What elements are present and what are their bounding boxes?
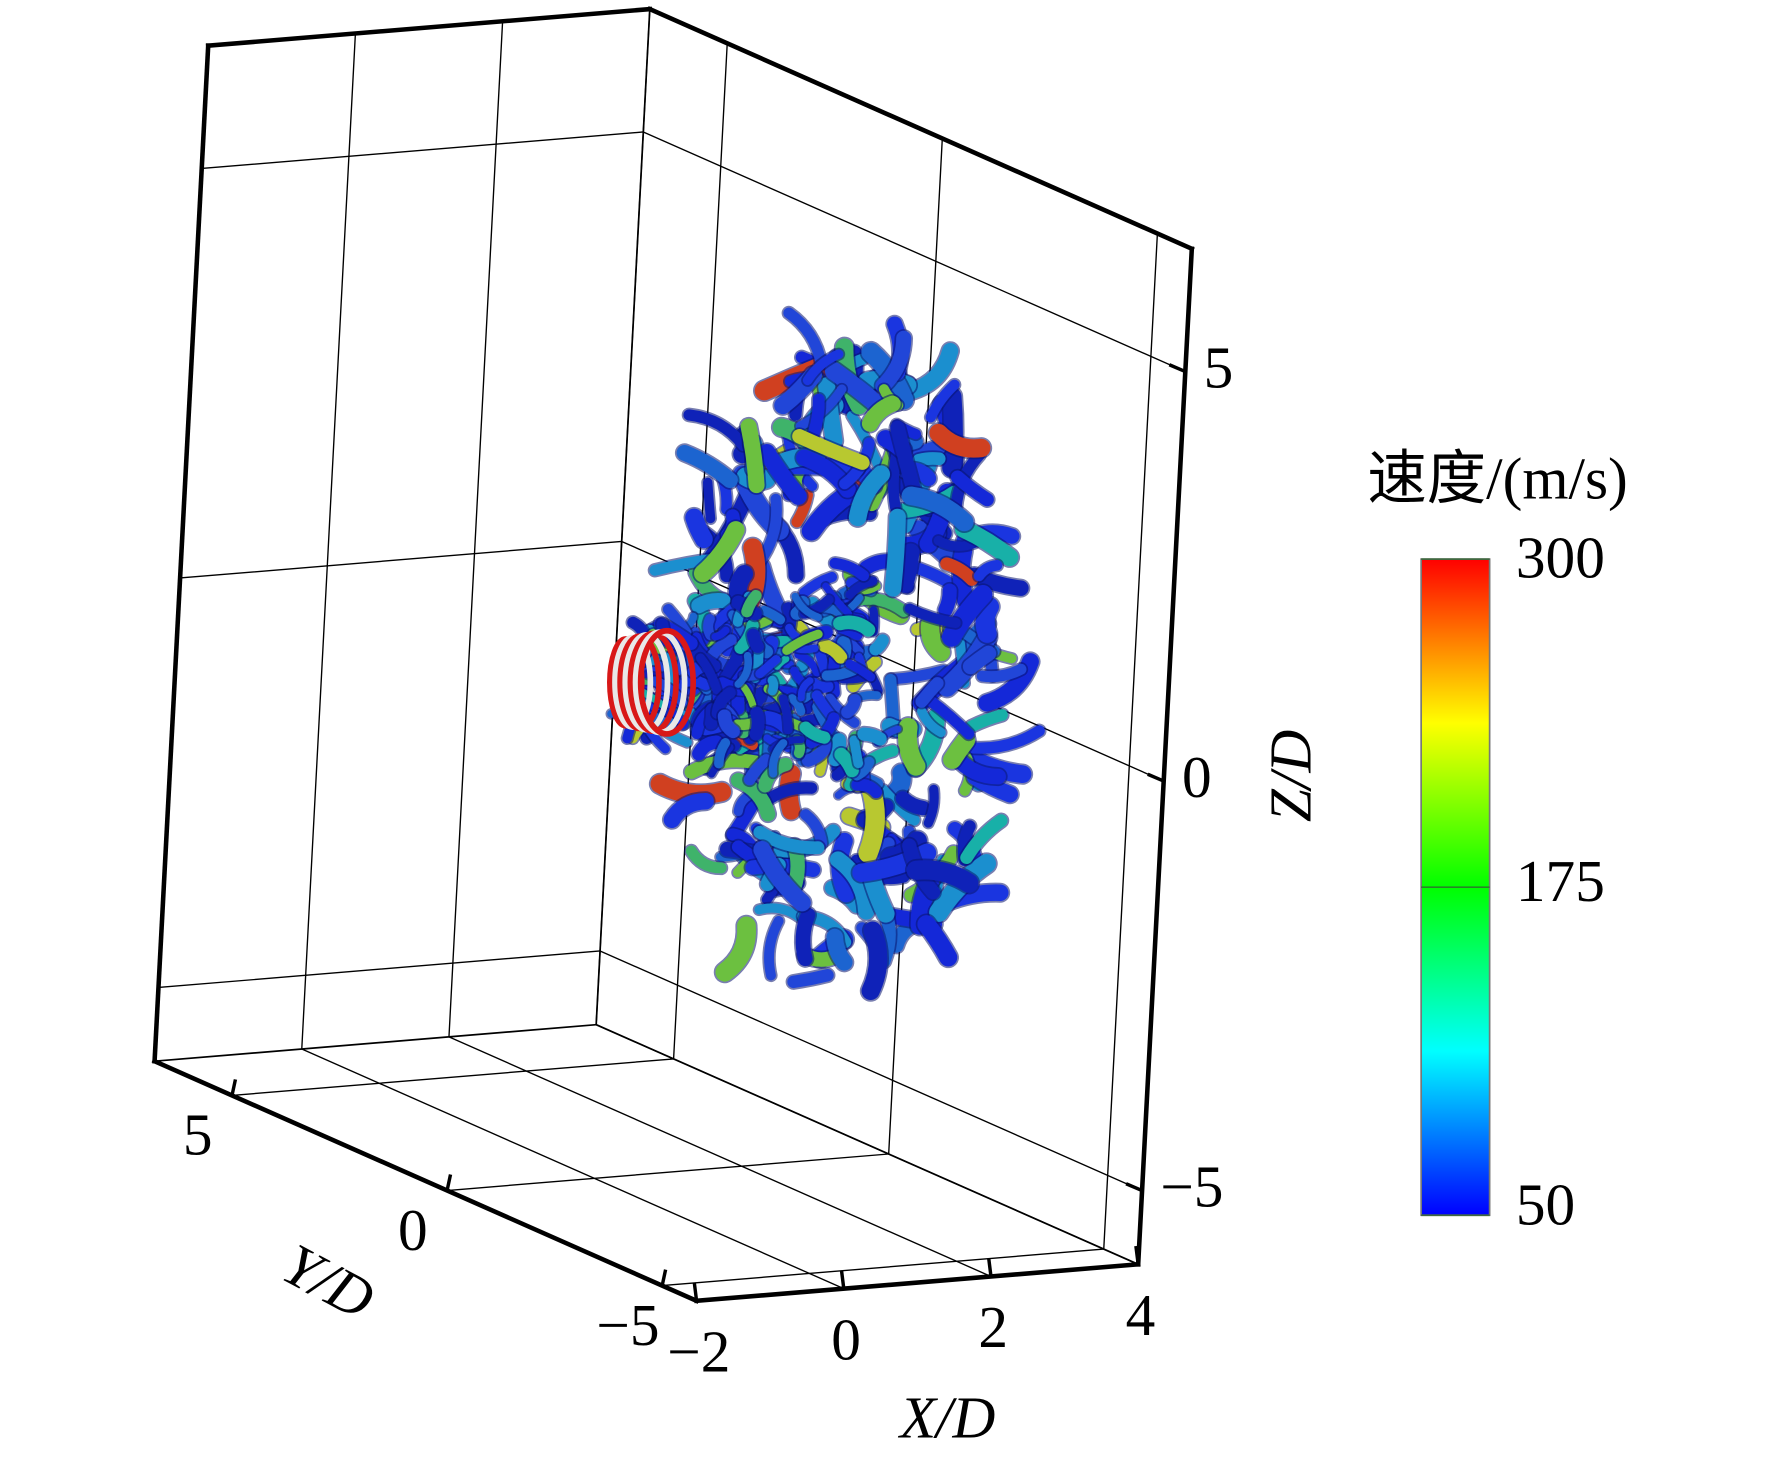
x-tick-label: 4 xyxy=(1126,1282,1156,1348)
x-tick-label: 0 xyxy=(831,1306,861,1372)
y-tick-label: −5 xyxy=(596,1292,659,1358)
vortex-tube xyxy=(870,404,893,424)
vortex-tube xyxy=(919,458,939,460)
box-edge xyxy=(650,9,1192,249)
z-tick-label: −5 xyxy=(1160,1153,1223,1219)
vortex-tube xyxy=(893,517,898,588)
z-tick-mark xyxy=(1148,774,1164,781)
vortex-tube xyxy=(708,482,711,518)
vortex-tube xyxy=(814,400,819,433)
colorbar-title: 速度/(m/s) xyxy=(1367,446,1627,512)
box-edge xyxy=(697,1264,1139,1301)
z-tick-label: 5 xyxy=(1204,334,1234,400)
vortex-tube xyxy=(753,635,757,647)
x-tick-mark xyxy=(841,1270,843,1288)
grid-line xyxy=(202,132,1186,372)
vortex-tube xyxy=(756,713,758,734)
box-edge xyxy=(155,1025,597,1062)
vortex-tube xyxy=(974,731,1039,748)
y-axis-title: Y/D xyxy=(272,1231,385,1333)
vortex-tube xyxy=(871,931,879,991)
box-edge xyxy=(155,1061,697,1301)
colorbar-tick-label: 300 xyxy=(1516,524,1605,590)
vortex-structures xyxy=(610,313,1039,991)
box-edge xyxy=(596,1025,1138,1265)
vortex-tube xyxy=(840,622,869,629)
z-tick-mark xyxy=(1126,1184,1142,1191)
vortex-tube xyxy=(864,734,880,739)
colorbar-tick-label: 175 xyxy=(1516,848,1605,914)
vortex-tube xyxy=(794,975,828,982)
z-tick-mark xyxy=(1169,365,1185,372)
colorbar-tick-label: 50 xyxy=(1516,1171,1575,1237)
z-tick-label: 0 xyxy=(1182,744,1212,810)
vortex-tube xyxy=(971,653,989,666)
vortex-tube xyxy=(985,607,989,634)
vortex-tube xyxy=(907,727,916,766)
x-tick-label: 2 xyxy=(978,1294,1008,1360)
vortex-tube xyxy=(660,784,722,795)
y-tick-mark xyxy=(447,1175,450,1191)
vortex-tube xyxy=(854,740,858,763)
vortex-tube xyxy=(699,600,723,605)
y-tick-label: 0 xyxy=(398,1197,428,1263)
vortex-tube xyxy=(772,680,773,690)
y-tick-mark xyxy=(232,1079,235,1095)
vortex-tube xyxy=(827,670,854,675)
box-edge xyxy=(208,9,650,46)
y-tick-label: 5 xyxy=(183,1102,213,1168)
x-tick-mark xyxy=(989,1258,991,1276)
box-edge xyxy=(155,46,209,1062)
x-axis-title: X/D xyxy=(898,1385,996,1451)
x-tick-label: −2 xyxy=(667,1318,730,1384)
vortex-tube xyxy=(847,700,855,712)
grid-line xyxy=(158,951,1142,1191)
box-edge xyxy=(596,9,650,1025)
vortex-tube xyxy=(835,937,845,962)
vortex-tube xyxy=(783,699,788,730)
vortex-tube xyxy=(897,773,902,791)
vortex-tube xyxy=(699,742,716,754)
vortex-tube xyxy=(708,619,710,635)
z-axis-title: Z/D xyxy=(1257,730,1323,822)
vortex-tube xyxy=(803,915,808,959)
vortex-tube xyxy=(876,640,883,649)
vortex-tube xyxy=(926,924,948,957)
vortex-tube xyxy=(769,921,779,975)
vortex-tube xyxy=(749,427,757,486)
vortex-tube xyxy=(694,518,704,540)
vortex-tube xyxy=(952,740,966,759)
vortex-tube xyxy=(945,591,949,610)
y-tick-mark xyxy=(662,1270,665,1286)
vortex-tube xyxy=(814,683,828,687)
